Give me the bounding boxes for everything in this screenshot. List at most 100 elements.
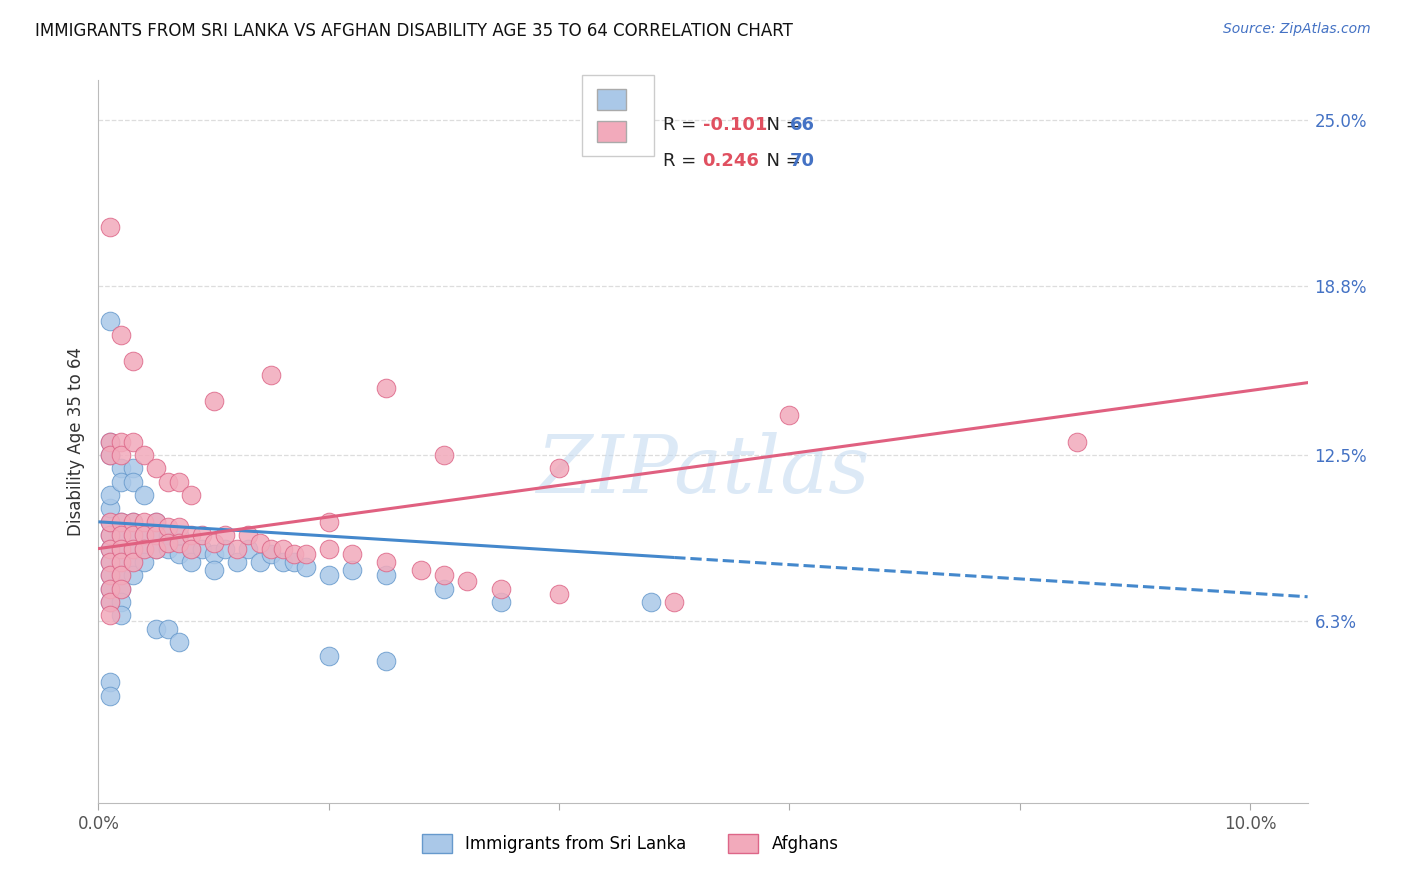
Point: [98, 595, 121, 609]
Point: [134, 448, 156, 462]
Point: [98, 515, 121, 529]
Point: [778, 408, 800, 422]
Point: [110, 515, 132, 529]
Point: [98, 220, 121, 235]
Point: [236, 528, 259, 542]
Point: [110, 515, 132, 529]
Text: Source: ZipAtlas.com: Source: ZipAtlas.com: [1223, 22, 1371, 37]
Point: [110, 475, 132, 489]
Point: [98, 434, 121, 449]
Point: [110, 582, 132, 596]
Point: [98, 595, 121, 609]
Point: [156, 536, 179, 550]
Y-axis label: Disability Age 35 to 64: Disability Age 35 to 64: [66, 347, 84, 536]
Point: [122, 461, 145, 475]
Point: [134, 515, 156, 529]
Point: [180, 555, 202, 569]
Point: [294, 547, 316, 561]
Text: 66: 66: [790, 116, 814, 134]
Point: [156, 622, 179, 636]
Point: [433, 448, 456, 462]
Point: [110, 541, 132, 556]
Point: [271, 541, 294, 556]
Point: [318, 648, 340, 663]
Point: [1066, 434, 1088, 449]
Point: [318, 568, 340, 582]
Point: [433, 582, 456, 596]
Point: [110, 327, 132, 342]
Point: [167, 635, 190, 649]
Point: [167, 475, 190, 489]
Point: [98, 541, 121, 556]
Point: [180, 528, 202, 542]
Point: [122, 515, 145, 529]
Point: [122, 541, 145, 556]
Point: [260, 547, 283, 561]
Text: IMMIGRANTS FROM SRI LANKA VS AFGHAN DISABILITY AGE 35 TO 64 CORRELATION CHART: IMMIGRANTS FROM SRI LANKA VS AFGHAN DISA…: [35, 22, 793, 40]
Point: [98, 541, 121, 556]
Point: [433, 568, 456, 582]
Text: N =: N =: [755, 152, 806, 170]
Point: [110, 448, 132, 462]
Point: [98, 448, 121, 462]
Point: [98, 488, 121, 502]
Point: [134, 555, 156, 569]
Point: [548, 587, 571, 601]
Point: [260, 541, 283, 556]
Point: [110, 555, 132, 569]
Point: [110, 582, 132, 596]
Point: [156, 528, 179, 542]
Legend: Immigrants from Sri Lanka, Afghans: Immigrants from Sri Lanka, Afghans: [416, 827, 845, 860]
Point: [491, 582, 513, 596]
Point: [145, 541, 167, 556]
Point: [145, 528, 167, 542]
Point: [122, 555, 145, 569]
Point: [409, 563, 432, 577]
Point: [180, 541, 202, 556]
Point: [145, 461, 167, 475]
Point: [122, 434, 145, 449]
Point: [98, 515, 121, 529]
Point: [110, 434, 132, 449]
Point: [167, 520, 190, 534]
Point: [318, 515, 340, 529]
Point: [98, 568, 121, 582]
Point: [134, 528, 156, 542]
Point: [202, 563, 225, 577]
Point: [145, 515, 167, 529]
Point: [456, 574, 478, 588]
Point: [145, 541, 167, 556]
Point: [98, 448, 121, 462]
Text: 70: 70: [790, 152, 814, 170]
Point: [225, 555, 247, 569]
Point: [98, 434, 121, 449]
Point: [98, 555, 121, 569]
Point: [134, 488, 156, 502]
Point: [122, 354, 145, 368]
Point: [249, 555, 271, 569]
Point: [110, 595, 132, 609]
Point: [214, 528, 236, 542]
Point: [98, 568, 121, 582]
Point: [122, 528, 145, 542]
Text: R =: R =: [664, 152, 702, 170]
Point: [640, 595, 662, 609]
Point: [167, 547, 190, 561]
Point: [145, 622, 167, 636]
Point: [271, 555, 294, 569]
Point: [98, 582, 121, 596]
Point: [214, 541, 236, 556]
Point: [202, 547, 225, 561]
Point: [491, 595, 513, 609]
Point: [98, 689, 121, 703]
Point: [134, 528, 156, 542]
Point: [167, 528, 190, 542]
Text: 0.246: 0.246: [703, 152, 759, 170]
Point: [122, 541, 145, 556]
Point: [340, 563, 363, 577]
Point: [375, 381, 398, 395]
Point: [156, 475, 179, 489]
Point: [225, 541, 247, 556]
Point: [110, 528, 132, 542]
Point: [110, 555, 132, 569]
